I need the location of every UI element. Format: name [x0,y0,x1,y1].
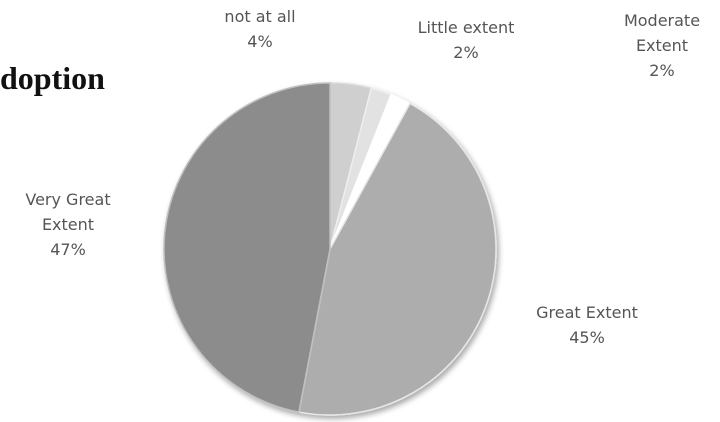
data-label-great-extent: Great Extent 45% [522,300,652,350]
data-label-very-great-extent: Very Great Extent 47% [8,187,128,262]
data-label-moderate-extent: Moderate Extent 2% [612,8,712,83]
data-label-little-extent: Little extent 2% [400,15,532,65]
pie-slice-very-great-extent [164,83,330,412]
data-label-not-at-all: not at all 4% [210,4,310,54]
